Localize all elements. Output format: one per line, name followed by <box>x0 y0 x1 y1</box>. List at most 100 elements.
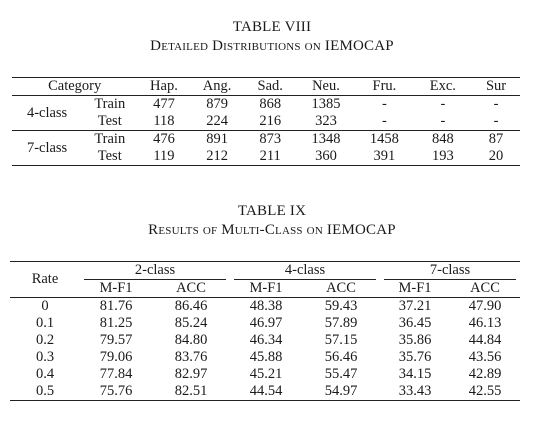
table-cell: 477 <box>137 95 191 113</box>
table9-header-group-label: 7-class <box>384 262 516 280</box>
table8-split-label: Train <box>82 130 138 148</box>
table8-header-col: Sur <box>472 77 520 96</box>
table-cell: 57.15 <box>324 332 358 348</box>
table9-rate-cell: 0.1 <box>35 315 55 331</box>
table-cell: - <box>493 113 499 129</box>
table-cell: 43.56 <box>468 349 502 365</box>
table-row: 0 81.76 86.46 48.38 59.43 37.21 47.90 <box>10 297 520 315</box>
table-cell: 211 <box>243 148 297 166</box>
table-cell: - <box>440 113 446 129</box>
table-cell: 84.80 <box>174 332 208 348</box>
table8-split-label: Test <box>97 113 122 129</box>
table8-split-label: Train <box>82 95 138 113</box>
table-cell: 46.97 <box>249 315 283 331</box>
table-row: 0.2 79.57 84.80 46.34 57.15 35.86 44.84 <box>10 332 520 349</box>
table-cell: 82.97 <box>174 366 208 382</box>
table9-header-metric-row: M-F1 ACC M-F1 ACC M-F1 ACC <box>10 280 520 298</box>
table-cell: 48.38 <box>230 297 302 315</box>
table-cell: 59.43 <box>302 297 380 315</box>
table-cell: 46.13 <box>468 315 502 331</box>
table-cell: - <box>355 95 414 113</box>
table-cell: 75.76 <box>80 383 152 401</box>
table-cell: 79.57 <box>99 332 133 348</box>
table-cell: 873 <box>243 130 297 148</box>
table-cell: 44.54 <box>230 383 302 401</box>
table8-header-col: Exc. <box>413 77 473 96</box>
table-cell: 42.55 <box>450 383 520 401</box>
table-cell: 34.15 <box>398 366 432 382</box>
table9-header-group-label: 4-class <box>234 262 376 280</box>
table8-group-label: 4-class <box>12 95 83 131</box>
table-cell: 323 <box>315 113 337 129</box>
table9-header-metric: ACC <box>176 280 206 296</box>
table-cell: 77.84 <box>99 366 133 382</box>
table-cell: 868 <box>243 95 297 113</box>
table8-header-col: Hap. <box>137 77 191 96</box>
table-row: 4-class Train 477 879 868 1385 - - - <box>12 95 520 131</box>
table9: Rate 2-class 4-class 7-class M-F1 ACC M-… <box>10 261 520 401</box>
table9-rate-cell: 0.2 <box>35 332 55 348</box>
table-cell: 193 <box>413 148 473 166</box>
table-cell: 42.89 <box>468 366 502 382</box>
table8-group-label: 7-class <box>12 130 83 166</box>
table9-rate-cell: 0.4 <box>35 366 55 382</box>
table-cell: 37.21 <box>380 297 450 315</box>
table-cell: 45.88 <box>249 349 283 365</box>
table-cell: 47.90 <box>450 297 520 315</box>
table-row: 0.4 77.84 82.97 45.21 55.47 34.15 42.89 <box>10 366 520 383</box>
table-row: 0.3 79.06 83.76 45.88 56.46 35.76 43.56 <box>10 349 520 366</box>
table8-header-category: Category <box>12 77 138 96</box>
table-cell: 119 <box>137 148 191 166</box>
table-row: Test 119 212 211 360 391 193 20 <box>12 148 520 166</box>
table-cell: 45.21 <box>249 366 283 382</box>
table-cell: 87 <box>472 130 520 148</box>
table-row: 7-class Train 476 891 873 1348 1458 848 … <box>12 130 520 166</box>
table8-subtitle: Detailed Distributions on IEMOCAP <box>150 38 394 54</box>
table8-header-col: Ang. <box>190 77 244 96</box>
table-cell: 36.45 <box>398 315 432 331</box>
table-cell: 86.46 <box>152 297 230 315</box>
table-cell: 1348 <box>296 130 356 148</box>
table-cell: 1458 <box>355 130 414 148</box>
table-cell: 391 <box>355 148 414 166</box>
table-cell: 848 <box>413 130 473 148</box>
table-cell: 20 <box>472 148 520 166</box>
table-cell: 55.47 <box>324 366 358 382</box>
table-cell: 1385 <box>296 95 356 113</box>
table-cell: 79.06 <box>99 349 133 365</box>
table9-rate-cell: 0.5 <box>10 383 80 401</box>
table-cell: 35.76 <box>398 349 432 365</box>
table9-header-metric: M-F1 <box>249 280 283 296</box>
table-cell: 57.89 <box>324 315 358 331</box>
table9-rate-cell: 0.3 <box>35 349 55 365</box>
table-cell: 33.43 <box>380 383 450 401</box>
table-cell: 224 <box>206 113 228 129</box>
table-row: 0.5 75.76 82.51 44.54 54.97 33.43 42.55 <box>10 383 520 401</box>
table9-header-group-row: Rate 2-class 4-class 7-class <box>10 261 520 298</box>
table9-header-group: 4-class <box>230 261 380 280</box>
table-cell: 85.24 <box>174 315 208 331</box>
table8: Category Hap. Ang. Sad. Neu. Fru. Exc. S… <box>12 77 520 166</box>
table9-subtitle: Results of Multi-Class on IEMOCAP <box>148 222 396 238</box>
table-cell: 879 <box>190 95 244 113</box>
table9-header-group: 7-class <box>380 261 520 280</box>
table9-header-group: 2-class <box>80 261 230 280</box>
table8-header-col: Sad. <box>243 77 297 96</box>
table9-header-metric: M-F1 <box>99 280 133 296</box>
table9-header-group-label: 2-class <box>84 262 226 280</box>
table-cell: 44.84 <box>468 332 502 348</box>
table-row: Test 118 224 216 323 - - - <box>12 113 520 131</box>
table8-header-col: Neu. <box>296 77 356 96</box>
table-cell: 82.51 <box>152 383 230 401</box>
table-cell: 83.76 <box>174 349 208 365</box>
table-cell: 81.76 <box>80 297 152 315</box>
table-cell: 56.46 <box>324 349 358 365</box>
table-cell: - <box>413 95 473 113</box>
table9-header-metric: ACC <box>326 280 356 296</box>
table8-header-col: Fru. <box>355 77 414 96</box>
table-cell: 81.25 <box>99 315 133 331</box>
table-cell: - <box>472 95 520 113</box>
table9-header-metric: M-F1 <box>398 280 432 296</box>
table8-caption: TABLE VIII <box>232 19 312 35</box>
